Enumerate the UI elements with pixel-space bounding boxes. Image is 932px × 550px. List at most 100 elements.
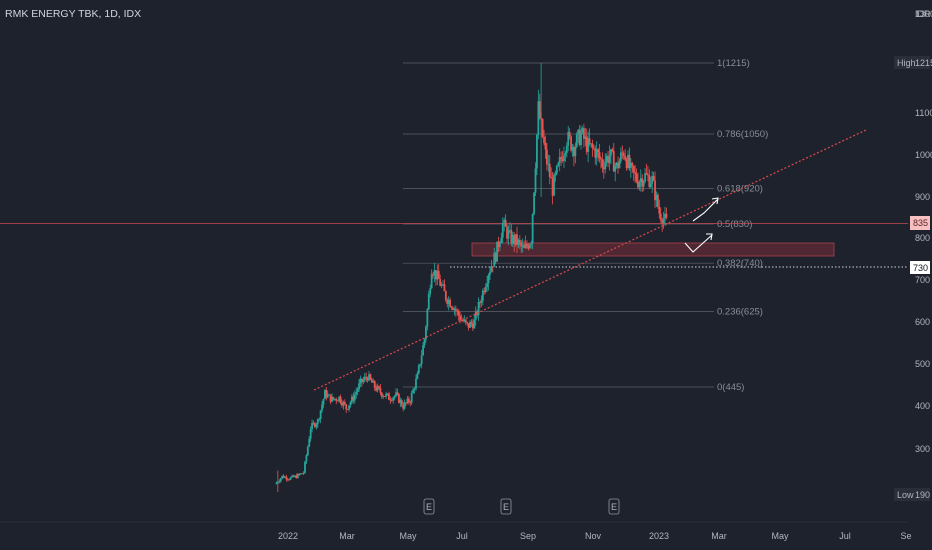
candle-body — [641, 178, 644, 187]
candle-body — [486, 283, 489, 288]
candle-body — [618, 161, 621, 169]
candle-body — [314, 423, 316, 427]
candle-body — [452, 307, 454, 310]
candle-body — [536, 134, 538, 169]
earnings-marker — [423, 498, 435, 515]
candle-body — [416, 373, 419, 379]
candle-body — [622, 153, 625, 156]
candle-body — [619, 152, 622, 162]
candle-body — [466, 321, 469, 324]
candle-body — [514, 234, 517, 245]
candle-body — [294, 475, 296, 477]
candle-body — [356, 389, 359, 392]
candle-body — [490, 266, 493, 272]
candle-body — [366, 378, 369, 381]
candle-body — [602, 167, 605, 170]
candle-body — [316, 419, 319, 425]
candle-body — [591, 143, 594, 148]
candle-body — [547, 163, 550, 165]
candle-body — [322, 399, 325, 405]
candle-body — [453, 308, 456, 310]
candle-body — [286, 479, 289, 481]
candle-body — [462, 319, 464, 322]
candle-body — [577, 129, 580, 135]
candle-body — [524, 243, 527, 248]
candle-body — [587, 138, 590, 152]
support-zone[interactable] — [471, 242, 835, 257]
level-value-730: 730 — [913, 263, 928, 273]
x-tick-label: Nov — [585, 531, 602, 541]
candle-body — [510, 230, 513, 244]
ascending-trendline[interactable] — [313, 129, 867, 391]
candle-body — [648, 175, 651, 187]
candle-body — [388, 393, 390, 400]
upward-arrow-1[interactable] — [692, 198, 719, 222]
candle-body — [399, 400, 402, 403]
candle-body — [323, 390, 326, 400]
candle-body — [353, 394, 356, 401]
candle-body — [659, 213, 662, 220]
earnings-marker-label: E — [611, 502, 617, 512]
candle-body — [422, 345, 424, 356]
candle-body — [523, 245, 526, 248]
candle-body — [434, 270, 437, 280]
candle-body — [372, 381, 375, 383]
y-tick-label: 700 — [915, 275, 930, 285]
candle-body — [342, 402, 345, 406]
candle-body — [533, 192, 535, 215]
candle-body — [318, 419, 321, 420]
candle-body — [444, 291, 447, 300]
candle-body — [346, 409, 349, 411]
candle-body — [517, 240, 520, 245]
candle-body — [430, 274, 433, 289]
fib-level-label: 1(1215) — [717, 58, 750, 69]
candle-body — [460, 319, 463, 321]
x-tick-label: Jul — [456, 531, 468, 541]
candle-body — [358, 383, 360, 390]
candle-body — [612, 151, 615, 172]
candle-body — [634, 172, 637, 174]
candle-body — [568, 132, 571, 137]
candle-body — [360, 378, 363, 383]
candle-body — [376, 386, 379, 391]
candle-body — [309, 429, 312, 439]
candle-body — [432, 274, 434, 276]
candle-body — [597, 149, 600, 153]
candle-body — [386, 393, 389, 395]
fibonacci-retracement[interactable]: 1(1215) 0.786(1050) 0.618(920) 0.5(830) 0.38… — [403, 58, 768, 393]
candle-body — [483, 290, 486, 293]
candle-body — [598, 152, 601, 159]
candle-body — [647, 174, 649, 176]
price-axis[interactable]: 1300 1100 1000 900 800 700 600 500 400 300 — [915, 9, 932, 454]
candle-body — [343, 402, 346, 405]
candle-body — [355, 391, 358, 395]
candle-body — [450, 306, 453, 308]
upward-arrow-2[interactable] — [684, 234, 713, 253]
candle-body — [410, 393, 413, 403]
candle-body — [385, 393, 387, 397]
low-tag — [894, 488, 930, 501]
candle-body — [402, 405, 405, 409]
candle-body — [518, 240, 521, 243]
candle-body — [507, 230, 510, 239]
candle-body — [575, 134, 578, 147]
candle-body — [642, 181, 645, 187]
candle-body — [526, 243, 528, 247]
candle-body — [362, 379, 365, 383]
candle-body — [339, 396, 342, 403]
candle-body — [624, 155, 627, 160]
candle-body — [382, 396, 385, 398]
candle-body — [433, 270, 436, 276]
candle-body — [326, 394, 329, 398]
candle-body — [375, 387, 378, 391]
y-tick-label: 600 — [915, 317, 930, 327]
candle-body — [331, 397, 333, 402]
candle-body — [601, 159, 604, 168]
candle-body — [325, 390, 328, 398]
level-tag-730 — [910, 261, 930, 274]
candle-body — [543, 136, 545, 144]
candle-body — [439, 279, 442, 286]
time-axis[interactable]: 2022 Mar May Jul Sep Nov 2023 Mar May Jul Se — [278, 531, 912, 541]
